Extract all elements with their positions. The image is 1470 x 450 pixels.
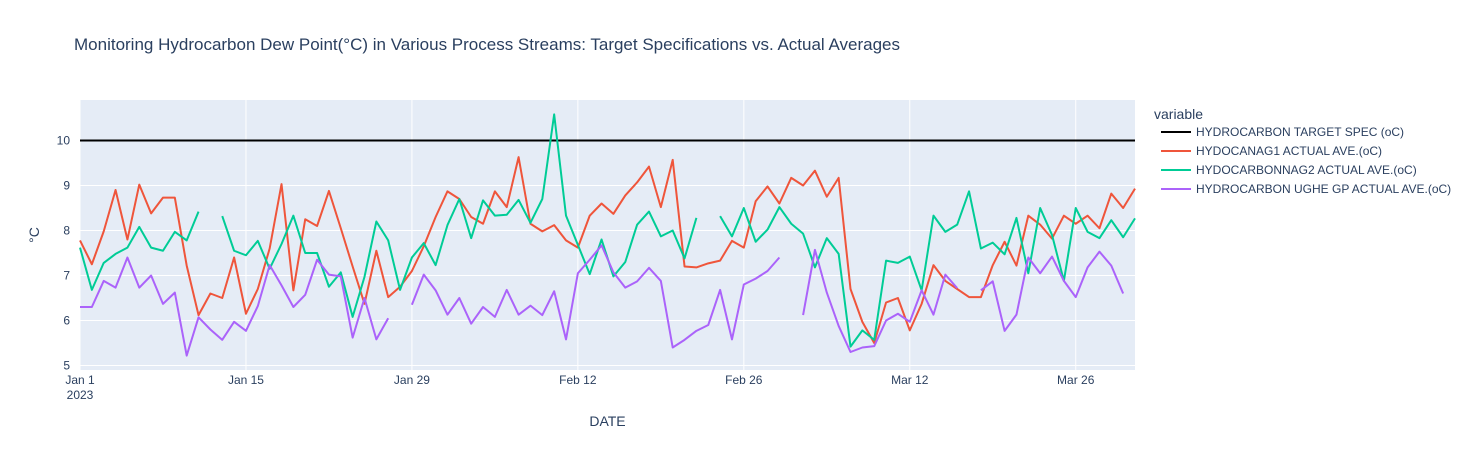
x-axis-title: DATE	[589, 413, 625, 429]
y-tick-label: 10	[57, 134, 71, 148]
x-tick-label: Jan 15	[228, 373, 264, 387]
legend: variable HYDROCARBON TARGET SPEC (oC) HYD…	[1154, 106, 1451, 196]
series-line-2	[79, 156, 1136, 344]
x-tick-label: Mar 26	[1057, 373, 1095, 387]
y-tick-label: 7	[63, 269, 70, 283]
plot-area	[80, 100, 1135, 370]
chart-title: Monitoring Hydrocarbon Dew Point(°C) in …	[74, 35, 900, 54]
y-tick-label: 9	[63, 179, 70, 193]
legend-item-label-1: HYDROCARBON TARGET SPEC (oC)	[1196, 125, 1404, 139]
series-lines	[79, 113, 1136, 357]
legend-title: variable	[1154, 106, 1203, 122]
y-axis-ticks: 5 6 7 8 9 10	[57, 134, 71, 373]
x-tick-label: Mar 12	[891, 373, 929, 387]
x-tick-label: Feb 12	[559, 373, 597, 387]
x-tick-label: Jan 1	[65, 373, 95, 387]
series-line-4	[80, 244, 1125, 357]
x-tick-label: Jan 29	[394, 373, 430, 387]
y-tick-label: 5	[63, 359, 70, 373]
series-line-3	[79, 113, 1136, 348]
y-axis-title: °C	[26, 227, 42, 243]
y-tick-label: 6	[63, 314, 70, 328]
legend-item-label-3: HYDOCARBONNAG2 ACTUAL AVE.(oC)	[1196, 163, 1417, 177]
legend-item-label-2: HYDOCANAG1 ACTUAL AVE.(oC)	[1196, 144, 1382, 158]
legend-item-label-4: HYDROCARBON UGHE GP ACTUAL AVE.(oC)	[1196, 182, 1451, 196]
y-tick-label: 8	[63, 224, 70, 238]
x-tick-label: Feb 26	[725, 373, 763, 387]
x-tick-sublabel: 2023	[67, 388, 94, 402]
